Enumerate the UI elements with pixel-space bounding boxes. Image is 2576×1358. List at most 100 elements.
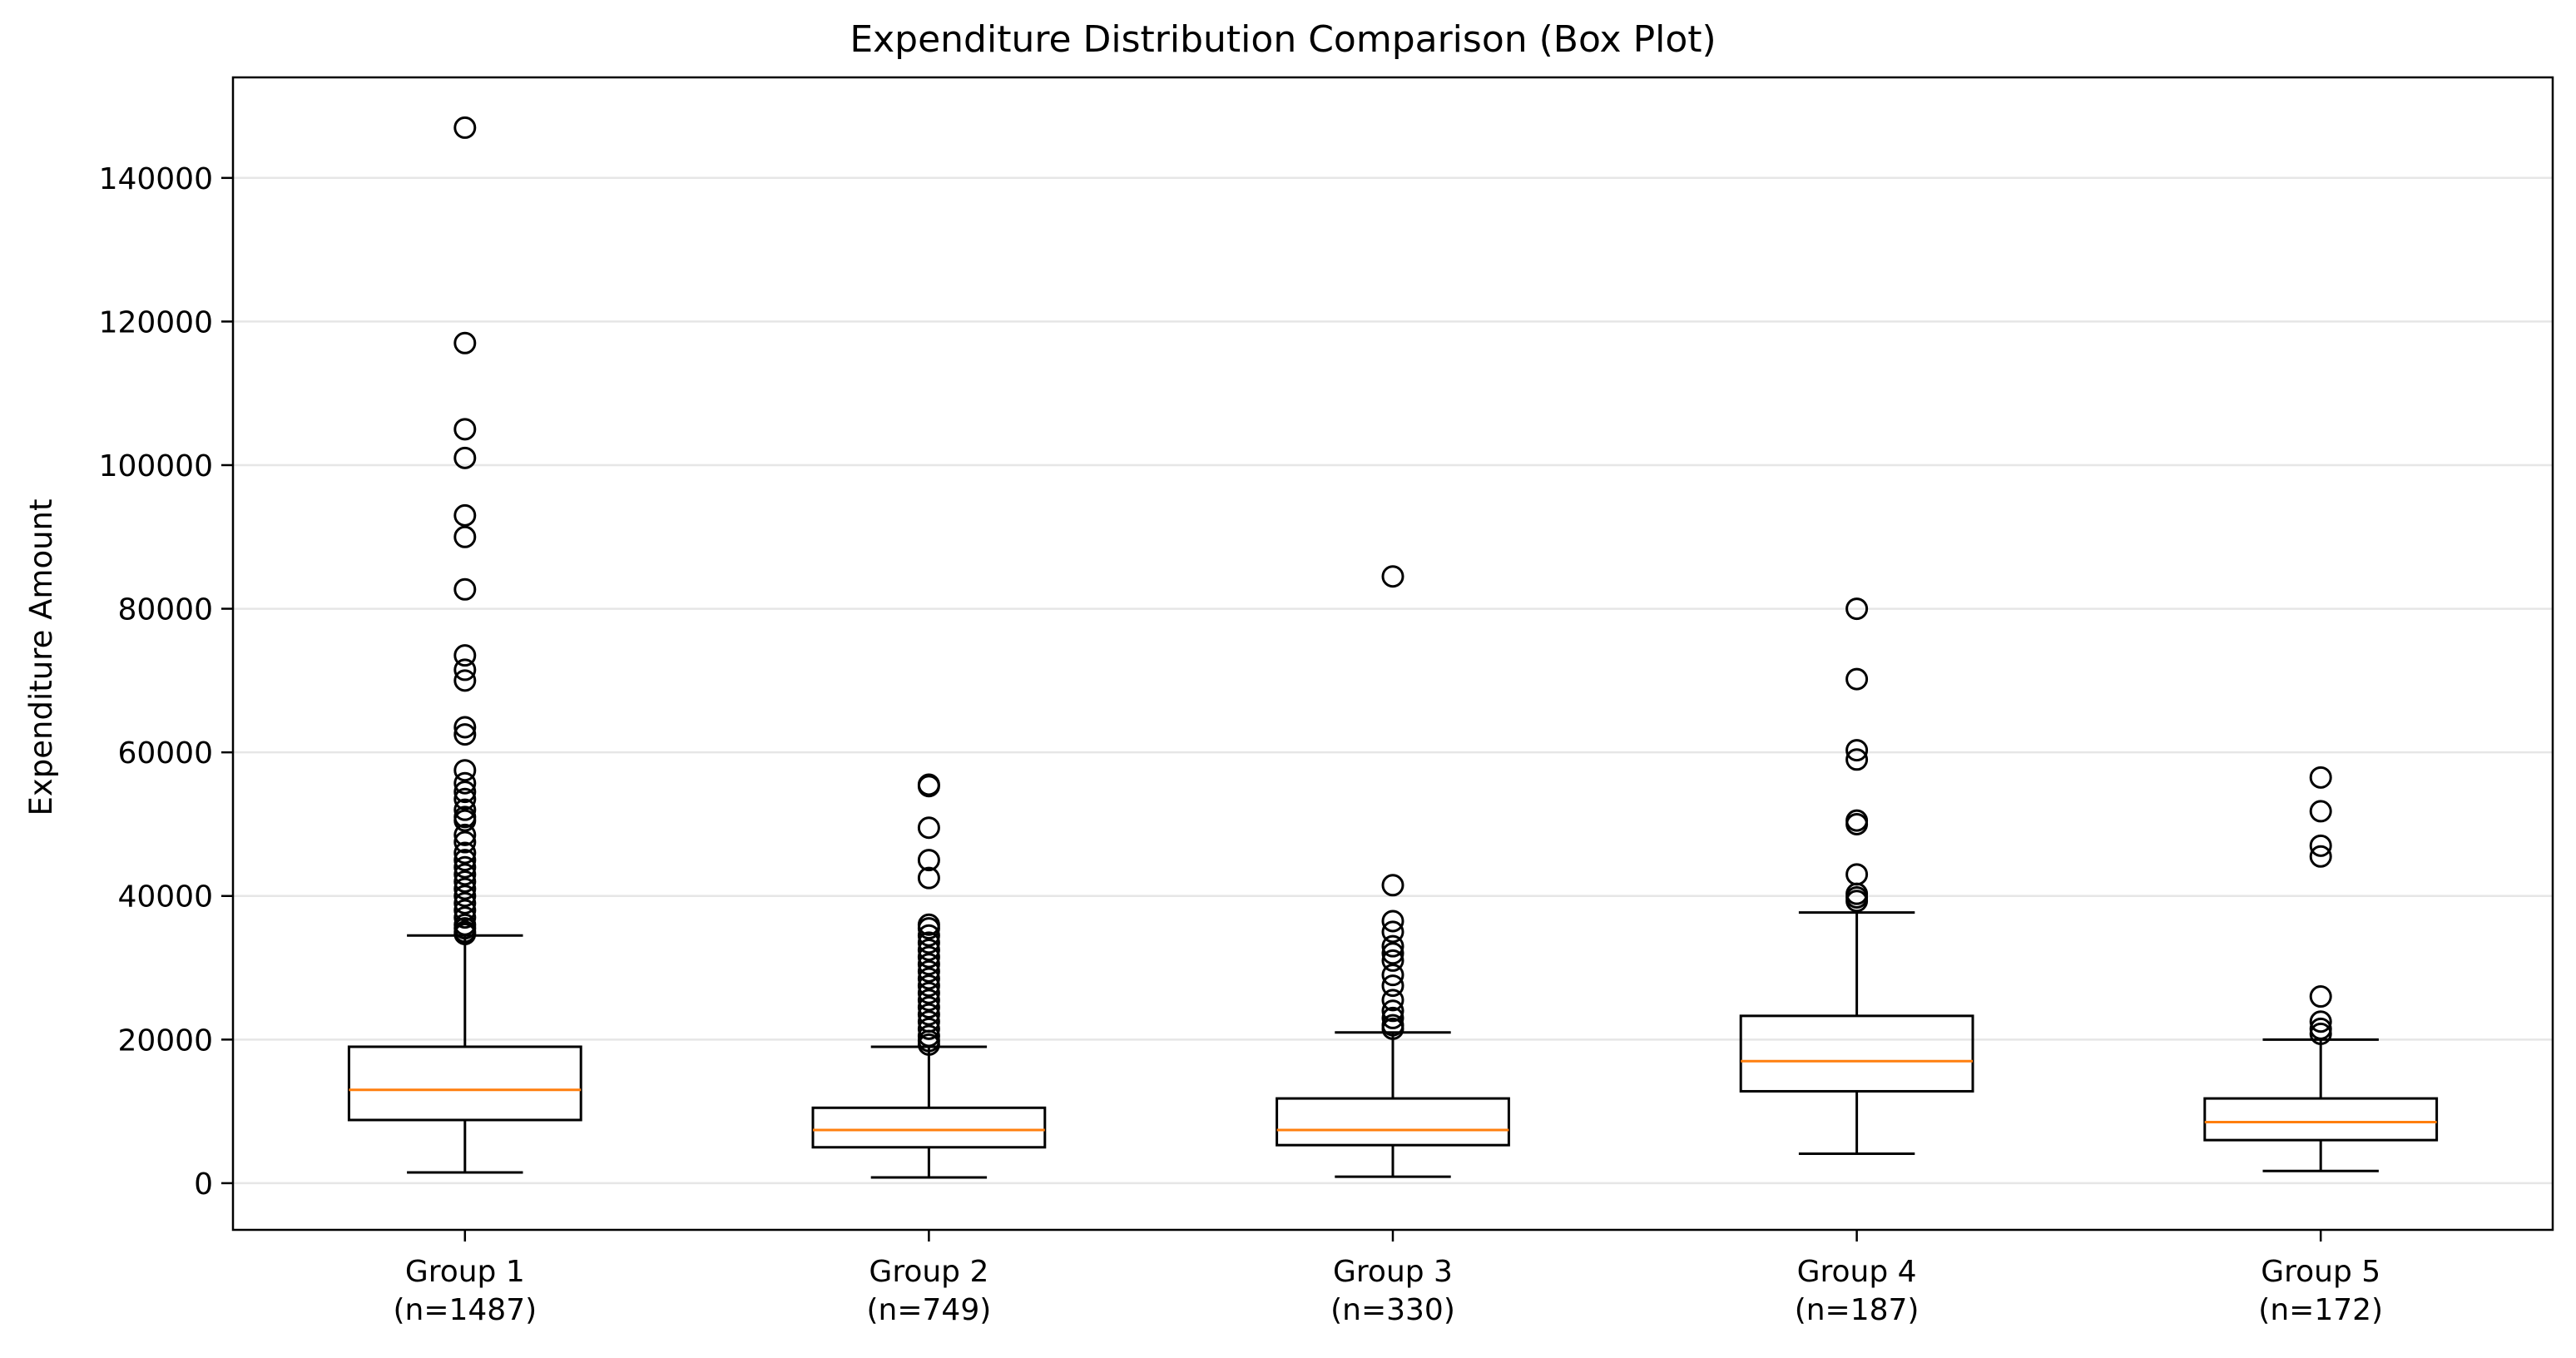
outlier-point — [1381, 920, 1404, 944]
outlier-point — [453, 823, 477, 846]
boxes-layer — [347, 116, 2439, 1179]
outlier-point — [453, 870, 477, 893]
outlier-point — [917, 931, 940, 954]
outlier-point — [453, 503, 477, 527]
outlier-point — [2309, 845, 2332, 868]
outlier-point — [1381, 974, 1404, 998]
box-group-1 — [347, 116, 582, 1174]
outlier-point — [1381, 874, 1404, 897]
outlier-point — [1381, 999, 1404, 1023]
outlier-point — [1381, 1006, 1404, 1029]
outlier-point — [1845, 748, 1869, 771]
outlier-point — [2309, 800, 2332, 823]
x-tick-label: Group 4 — [1797, 1255, 1917, 1289]
y-tick-label: 40000 — [117, 880, 213, 914]
outlier-point — [453, 723, 477, 746]
x-tick-label: Group 2 — [869, 1255, 988, 1289]
y-tick-label: 0 — [194, 1167, 213, 1202]
outlier-point — [1381, 565, 1404, 588]
x-tick-sample-size: (n=749) — [867, 1293, 992, 1327]
outlier-point — [453, 446, 477, 469]
outlier-point — [453, 116, 477, 139]
y-tick-label: 80000 — [117, 593, 213, 627]
outlier-point — [2309, 985, 2332, 1009]
outlier-point — [453, 644, 477, 667]
outlier-point — [453, 885, 477, 908]
outlier-point — [1381, 942, 1404, 965]
outlier-point — [453, 855, 477, 879]
outlier-point — [1381, 964, 1404, 987]
axes: 0 20000 40000 60000 80000 100000 120000 140000 G… — [99, 76, 2554, 1327]
outlier-point — [453, 863, 477, 886]
x-tick-sample-size: (n=330) — [1330, 1293, 1455, 1327]
outlier-point — [453, 759, 477, 782]
outlier-point — [1381, 989, 1404, 1012]
iqr-box — [811, 1106, 1047, 1149]
outlier-point — [1381, 1017, 1404, 1040]
outlier-point — [917, 953, 940, 976]
box-group-5 — [2203, 766, 2439, 1172]
box-group-3 — [1276, 565, 1510, 1178]
outlier-point — [917, 974, 940, 998]
outlier-point — [1381, 909, 1404, 933]
plot-frame — [231, 76, 2554, 1232]
y-tick-label: 100000 — [99, 449, 213, 483]
outlier-point — [453, 809, 477, 832]
y-axis-label: Expenditure Amount — [23, 498, 59, 815]
x-tick-sample-size: (n=187) — [1795, 1293, 1920, 1327]
outlier-point — [1845, 667, 1869, 691]
outlier-point — [453, 716, 477, 739]
outlier-point — [1845, 890, 1869, 913]
x-tick-label: Group 3 — [1333, 1255, 1453, 1289]
outlier-point — [453, 669, 477, 692]
outlier-point — [2309, 1022, 2332, 1045]
outlier-point — [1381, 949, 1404, 972]
x-tick-label: Group 5 — [2261, 1255, 2380, 1289]
outlier-point — [917, 866, 940, 890]
outlier-point — [2309, 834, 2332, 857]
box-group-4 — [1739, 597, 1974, 1156]
y-tick-label: 20000 — [117, 1023, 213, 1058]
outlier-point — [917, 1017, 940, 1040]
outlier-point — [453, 781, 477, 804]
outlier-point — [917, 989, 940, 1012]
outlier-point — [917, 967, 940, 990]
outlier-point — [453, 798, 477, 821]
outlier-point — [2309, 1010, 2332, 1033]
outlier-point — [453, 331, 477, 354]
iqr-box — [1739, 1014, 1974, 1093]
outlier-point — [453, 525, 477, 548]
y-tick-label: 120000 — [99, 305, 213, 340]
outlier-point — [453, 841, 477, 865]
outlier-point — [453, 849, 477, 872]
outlier-point — [917, 945, 940, 969]
outlier-point — [453, 891, 477, 914]
outlier-point — [453, 787, 477, 810]
y-tick-label: 140000 — [99, 162, 213, 196]
iqr-box — [2203, 1097, 2439, 1142]
x-tick-label: Group 1 — [405, 1255, 525, 1289]
outlier-point — [453, 418, 477, 441]
outlier-point — [1845, 597, 1869, 621]
outlier-point — [917, 775, 940, 798]
outlier-point — [453, 877, 477, 900]
outlier-point — [2309, 766, 2332, 789]
outlier-point — [917, 917, 940, 940]
outlier-point — [1845, 739, 1869, 762]
outlier-point — [917, 1033, 940, 1056]
y-tick-label: 60000 — [117, 736, 213, 771]
outlier-point — [453, 577, 477, 601]
outlier-point — [917, 816, 940, 840]
outlier-point — [1381, 934, 1404, 958]
outlier-point — [917, 938, 940, 961]
box-group-2 — [811, 773, 1047, 1179]
x-tick-sample-size: (n=1487) — [393, 1293, 537, 1327]
outlier-point — [917, 849, 940, 872]
outlier-point — [453, 906, 477, 929]
iqr-box — [1276, 1097, 1510, 1147]
iqr-box — [347, 1045, 582, 1122]
outlier-point — [453, 922, 477, 945]
